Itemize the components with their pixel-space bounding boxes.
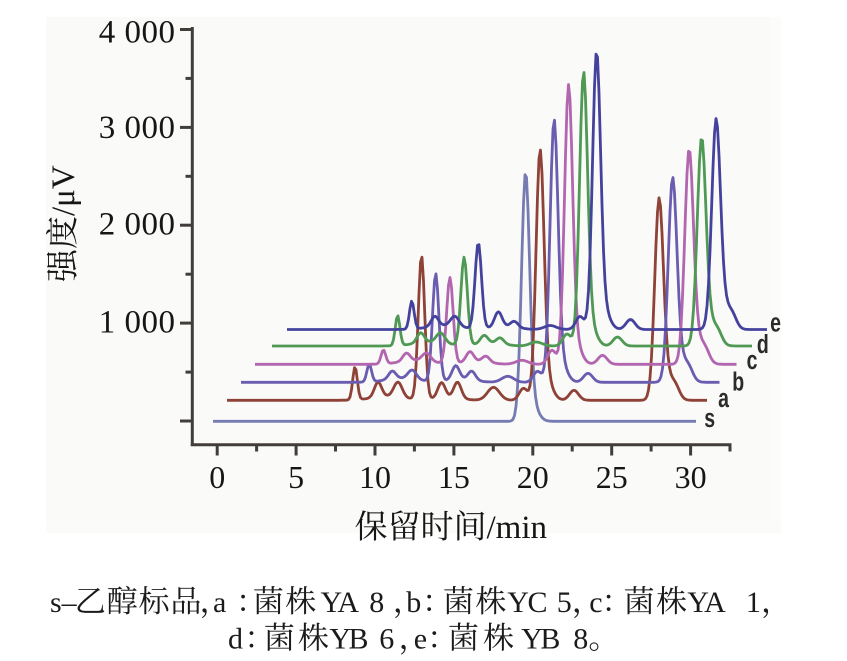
- svg-text:YC: YC: [507, 586, 546, 619]
- svg-text:30: 30: [675, 459, 707, 495]
- svg-text:8: 8: [573, 623, 588, 656]
- svg-text:3 000: 3 000: [99, 110, 176, 146]
- svg-text:YA: YA: [687, 586, 726, 619]
- svg-text:e: e: [414, 623, 427, 656]
- svg-text:1 000: 1 000: [99, 304, 176, 340]
- svg-text:10: 10: [359, 459, 391, 495]
- svg-text:5: 5: [288, 459, 304, 495]
- svg-text:a: a: [718, 383, 729, 412]
- svg-text:1: 1: [746, 586, 761, 619]
- svg-text:s: s: [704, 403, 715, 432]
- svg-text:6: 6: [379, 623, 394, 656]
- svg-text:c: c: [589, 586, 602, 619]
- svg-text:YB: YB: [521, 623, 559, 656]
- svg-text:d: d: [757, 329, 769, 358]
- svg-text:15: 15: [438, 459, 470, 495]
- svg-text:0: 0: [209, 459, 225, 495]
- svg-text:YB: YB: [329, 623, 367, 656]
- svg-text:b: b: [732, 367, 744, 396]
- svg-text:e: e: [770, 308, 781, 337]
- svg-text:/μV: /μV: [46, 165, 82, 216]
- svg-text:/min: /min: [487, 510, 548, 546]
- svg-text:2 000: 2 000: [99, 206, 176, 242]
- svg-text:5: 5: [557, 586, 572, 619]
- svg-text:25: 25: [596, 459, 628, 495]
- svg-text:d: d: [228, 623, 243, 656]
- svg-text:4 000: 4 000: [99, 14, 176, 50]
- svg-text:b: b: [406, 586, 421, 619]
- svg-text:8: 8: [369, 586, 384, 619]
- svg-text:a: a: [213, 586, 226, 619]
- svg-text:20: 20: [517, 459, 549, 495]
- svg-text:s–: s–: [50, 586, 78, 619]
- svg-text:YA: YA: [321, 586, 360, 619]
- svg-text:c: c: [747, 345, 758, 374]
